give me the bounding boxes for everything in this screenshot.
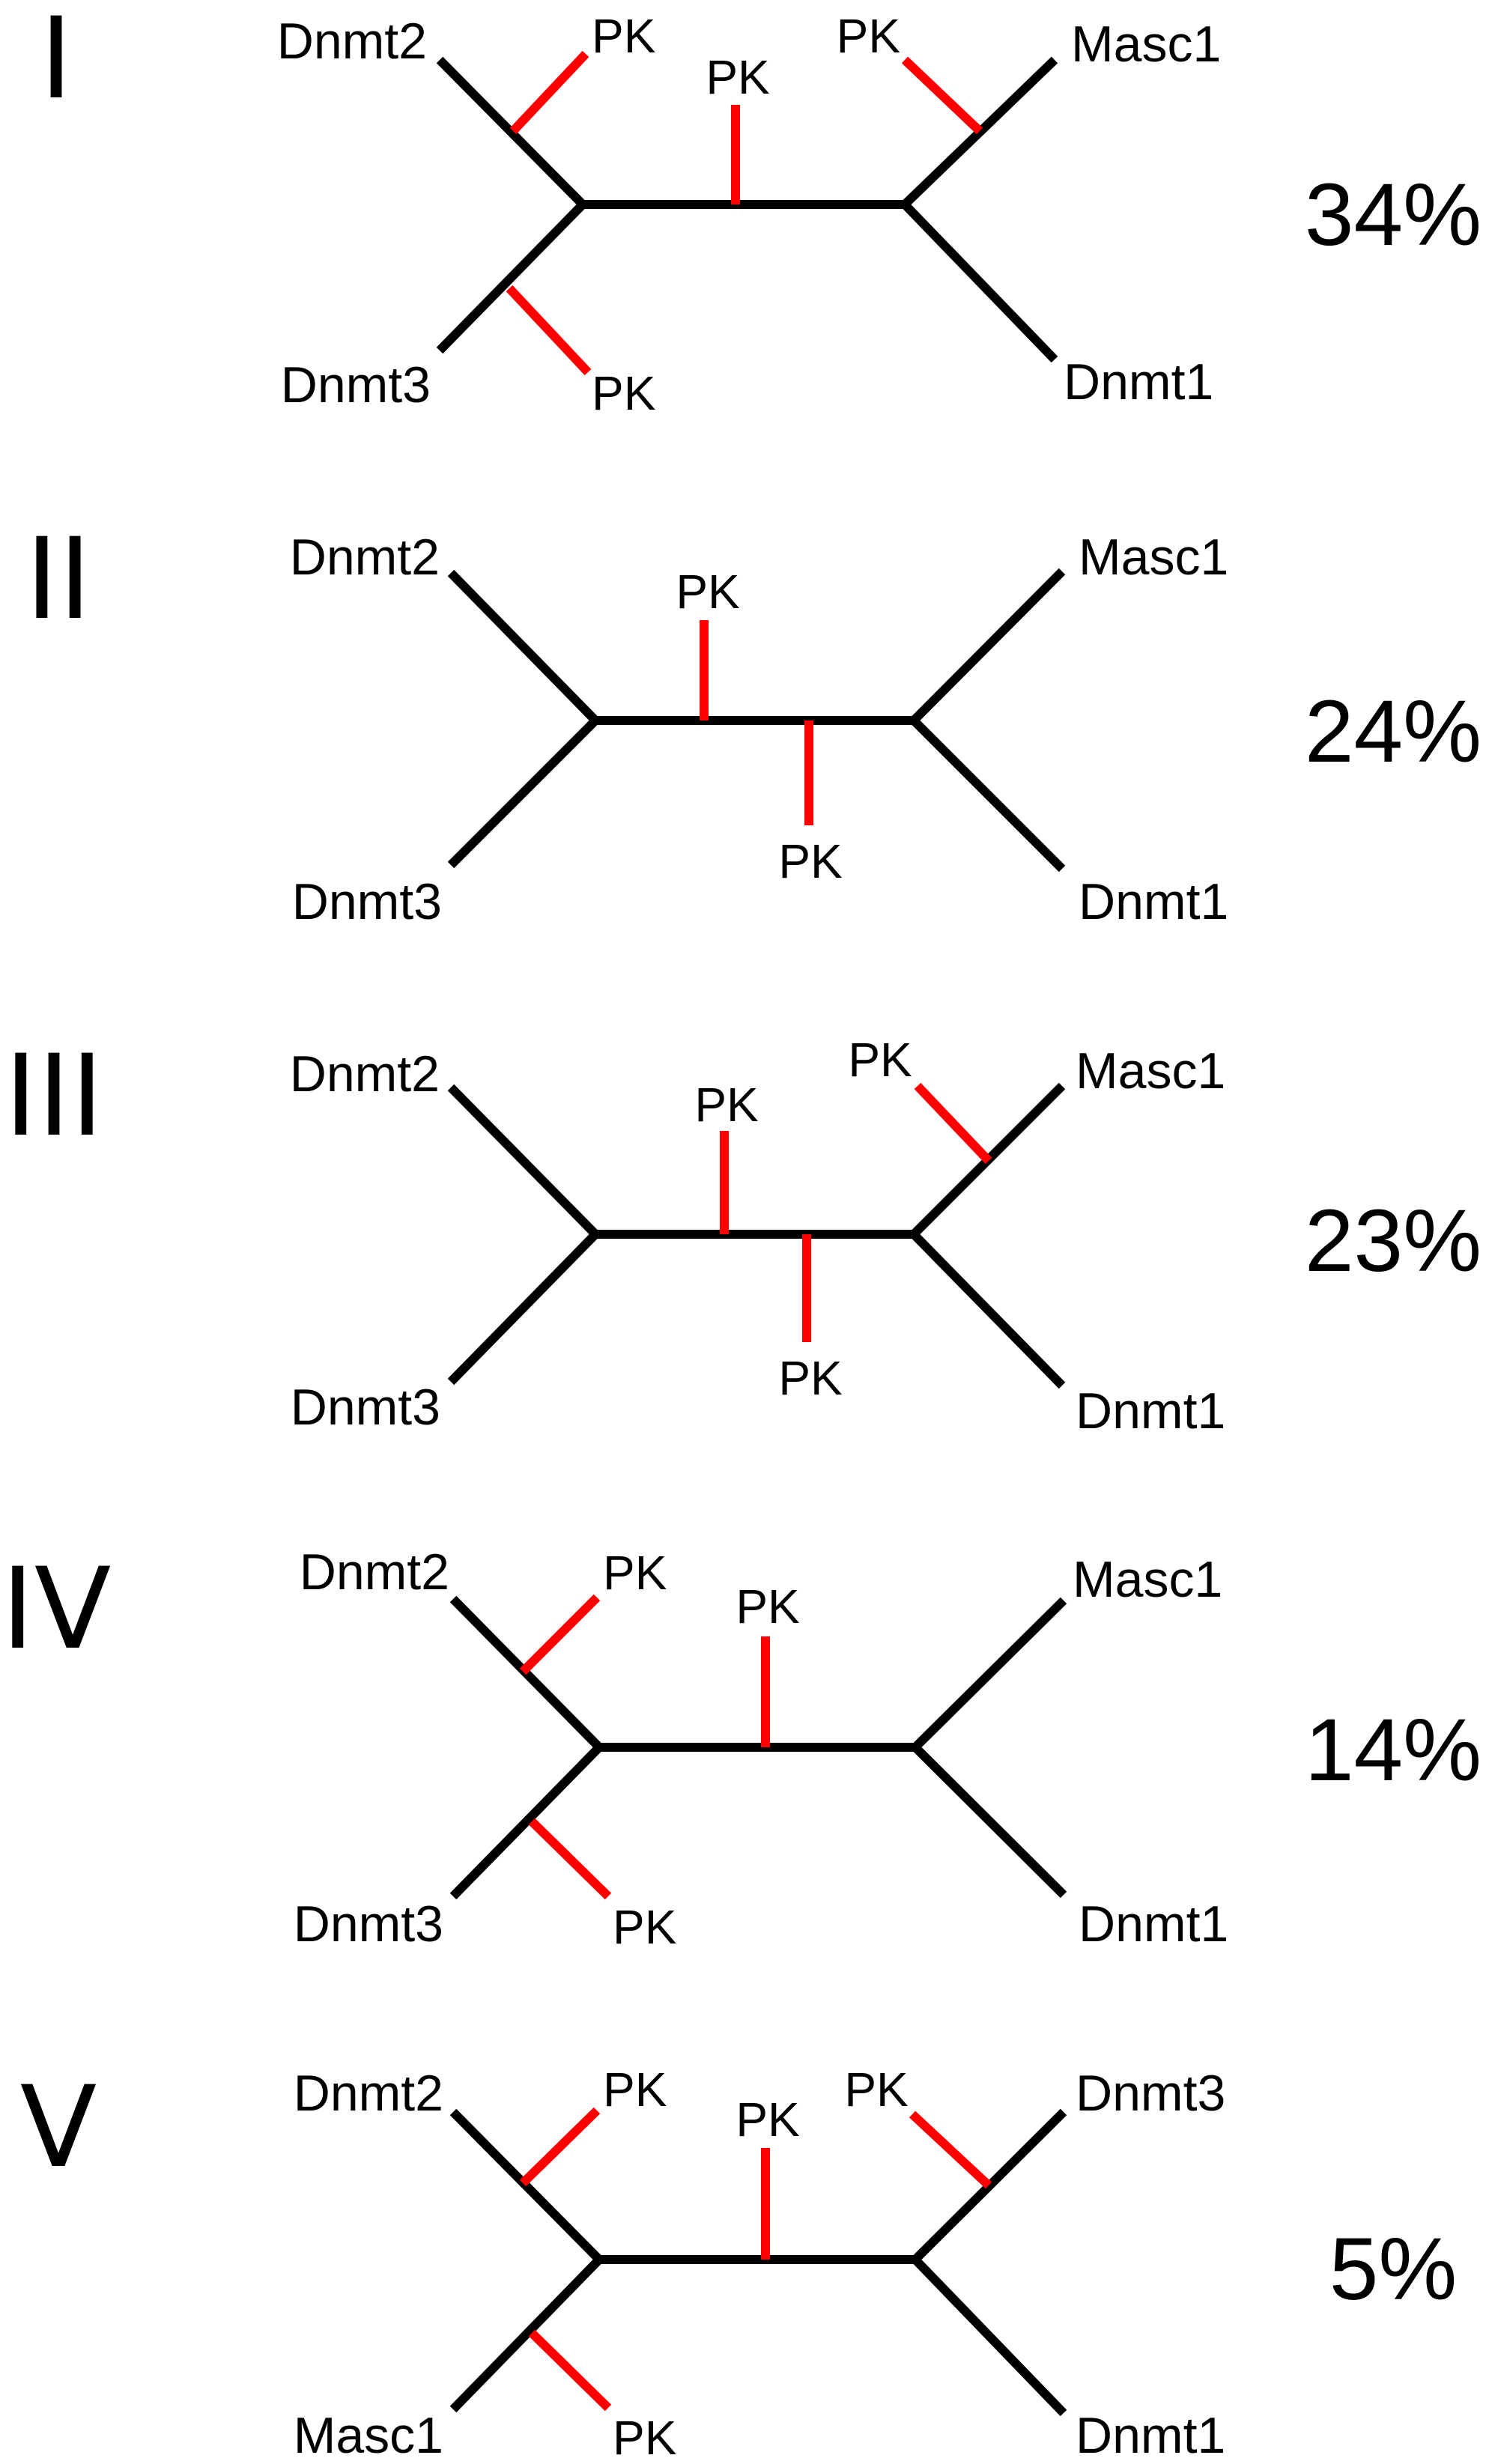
pk-branch	[519, 2107, 601, 2187]
pk-branches	[506, 50, 983, 376]
branch-lower-right	[901, 201, 1058, 363]
leaf-label-lower-right: Dnmt1	[1079, 1896, 1228, 1952]
pk-label: PK	[603, 2063, 667, 2116]
tree-v: V Dnmt2 Masc1 Dnmt3 Dnmt1 PK PK PK PK 5%	[20, 2063, 1458, 2464]
branch-upper-right	[910, 568, 1066, 724]
branch-lower-right	[910, 1231, 1066, 1389]
tree-numeral: IV	[1, 1544, 112, 1675]
pk-label: PK	[613, 1900, 676, 1954]
pk-branch	[519, 1594, 601, 1675]
tree-numeral: I	[40, 0, 73, 124]
pk-branch	[528, 1818, 612, 1900]
leaf-label-upper-left: Dnmt2	[300, 1544, 449, 1600]
tree-ii: II Dnmt2 Dnmt3 Masc1 Dnmt1 PK PK 24%	[25, 515, 1482, 930]
leaf-label-lower-left: Dnmt3	[294, 1896, 443, 1952]
leaf-label-upper-left: Dnmt2	[290, 1046, 440, 1102]
pk-label: PK	[592, 366, 655, 420]
branch-upper-right	[912, 1597, 1067, 1751]
tree-numeral: III	[4, 1031, 104, 1162]
pk-branches	[700, 620, 813, 825]
pk-label: PK	[676, 565, 739, 619]
tree-numeral: V	[20, 2063, 97, 2193]
tree-iii: III Dnmt2 Dnmt3 Masc1 Dnmt1 PK PK PK 23%	[4, 1031, 1482, 1439]
leaf-label-upper-right: Masc1	[1079, 529, 1228, 586]
branch-upper-left	[436, 56, 586, 208]
branch-upper-right	[912, 2108, 1067, 2263]
branch-lower-left	[436, 201, 586, 354]
leaf-label-lower-right: Dnmt1	[1064, 353, 1213, 410]
branch-lower-left	[447, 1231, 599, 1386]
leaf-label-upper-right: Dnmt3	[1076, 2065, 1225, 2122]
topology-percent: 24%	[1305, 682, 1482, 781]
branch-lower-left	[449, 2256, 603, 2413]
pk-label: PK	[736, 1580, 799, 1633]
pk-branch	[506, 285, 592, 376]
pk-label: PK	[844, 2063, 908, 2116]
leaf-label-lower-right: Dnmt1	[1076, 2407, 1225, 2464]
pk-label: PK	[778, 1351, 842, 1405]
pk-branch	[901, 56, 983, 135]
branch-lower-right	[912, 2256, 1067, 2417]
leaf-label-lower-left: Masc1	[294, 2407, 443, 2464]
tree-branches	[436, 56, 1058, 363]
pk-label: PK	[736, 2093, 799, 2146]
pk-branch	[509, 50, 589, 135]
pk-label: PK	[778, 834, 842, 888]
pk-branch	[528, 2329, 612, 2412]
leaf-label-upper-left: Dnmt2	[277, 13, 427, 70]
pk-label: PK	[592, 9, 655, 63]
branch-upper-left	[447, 1084, 599, 1238]
branch-upper-left	[447, 569, 599, 724]
pk-label: PK	[694, 1078, 758, 1132]
pk-branch	[909, 2111, 992, 2189]
pk-label: PK	[603, 1546, 667, 1600]
leaf-label-lower-right: Dnmt1	[1076, 1383, 1225, 1439]
topology-percent: 5%	[1329, 2220, 1458, 2319]
pk-label: PK	[837, 9, 900, 63]
leaf-label-upper-right: Masc1	[1076, 1043, 1225, 1099]
pk-branch	[914, 1082, 992, 1165]
leaf-label-upper-right: Masc1	[1071, 16, 1221, 73]
topology-percent: 34%	[1305, 166, 1482, 264]
branch-lower-left	[447, 717, 599, 869]
branch-upper-right	[901, 56, 1058, 208]
leaf-label-upper-left: Dnmt2	[294, 2065, 443, 2122]
tree-numeral: II	[25, 515, 91, 645]
pk-branches	[720, 1082, 992, 1342]
tree-i: I Dnmt2 Dnmt3 Masc1 Dnmt1 PK PK PK PK 34…	[40, 0, 1482, 420]
pk-label: PK	[848, 1033, 912, 1087]
leaf-label-lower-left: Dnmt3	[281, 356, 431, 413]
leaf-label-lower-left: Dnmt3	[292, 873, 442, 930]
branch-lower-right	[910, 717, 1066, 873]
pk-branches	[519, 2107, 992, 2412]
leaf-label-lower-right: Dnmt1	[1079, 873, 1228, 930]
pk-label: PK	[613, 2411, 676, 2464]
topology-percent: 14%	[1305, 1701, 1482, 1800]
pk-label: PK	[706, 50, 769, 104]
leaf-label-lower-left: Dnmt3	[291, 1379, 440, 1436]
tree-branches	[447, 568, 1066, 873]
pk-branches	[519, 1594, 770, 1900]
leaf-label-upper-right: Masc1	[1073, 1551, 1222, 1608]
tree-iv: IV Dnmt2 Dnmt3 Masc1 Dnmt1 PK PK PK 14%	[1, 1544, 1482, 1954]
topology-percent: 23%	[1305, 1192, 1482, 1290]
branch-lower-left	[449, 1744, 603, 1900]
branch-lower-right	[912, 1744, 1067, 1899]
leaf-label-upper-left: Dnmt2	[290, 529, 440, 586]
